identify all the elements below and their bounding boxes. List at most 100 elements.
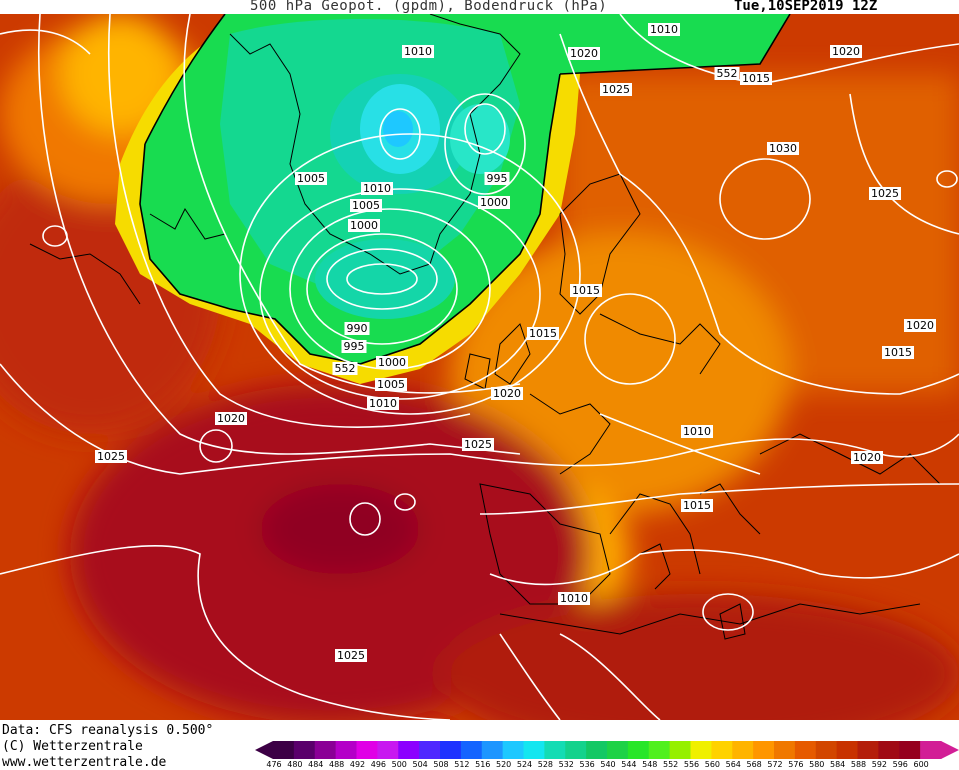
header: 500 hPa Geopot. (gpdm), Bodendruck (hPa)… (0, 0, 959, 16)
weather-map: 1010 1010 1020 1020 552 1015 1025 1030 1005 1010 9… (0, 14, 959, 720)
colorbar-segment (544, 741, 566, 759)
isobar-label: 1005 (375, 378, 407, 391)
field-orange-central (450, 234, 790, 514)
svg-text:1010: 1010 (369, 397, 397, 410)
colorbar-tick-label: 580 (809, 760, 825, 769)
data-source-text: Data: CFS reanalysis 0.500° (2, 723, 214, 738)
colorbar-segment (460, 741, 483, 759)
colorbar-tick-label: 520 (495, 760, 512, 769)
colorbar-segment (794, 741, 817, 759)
colorbar-segment (669, 741, 691, 759)
isobar-label: 1020 (830, 45, 862, 58)
isobar-label: 1000 (478, 196, 510, 209)
colorbar-segment (878, 741, 900, 759)
isobar-label: 995 (484, 172, 510, 185)
svg-text:1015: 1015 (884, 346, 912, 359)
colorbar-tick-label: 500 (391, 760, 407, 769)
colorbar-tick-label: 552 (662, 760, 679, 769)
colorbar-tick-label: 532 (558, 760, 574, 769)
colorbar-tick-label: 592 (871, 760, 888, 769)
svg-text:1005: 1005 (297, 172, 325, 185)
colorbar-tick-label: 516 (475, 760, 491, 769)
isobar-label: 1020 (568, 47, 600, 60)
isobar-label: 1015 (570, 284, 602, 297)
isobar-label: 1030 (767, 142, 799, 155)
isobar-label: 995 (341, 340, 367, 353)
svg-text:1020: 1020 (217, 412, 245, 425)
colorbar-tick-label: 556 (683, 760, 700, 769)
colorbar-tick-label: 588 (850, 760, 867, 769)
colorbar-tick-label: 576 (788, 760, 804, 769)
isobar-label: 1025 (600, 83, 632, 96)
colorbar-tick-label: 568 (746, 760, 762, 769)
colorbar-segment (836, 741, 858, 759)
svg-text:1010: 1010 (683, 425, 711, 438)
svg-text:1010: 1010 (363, 182, 391, 195)
colorbar-arrow-left (255, 741, 273, 759)
colorbar-segment (565, 741, 587, 759)
colorbar-segment (335, 741, 357, 759)
svg-text:1015: 1015 (572, 284, 600, 297)
svg-text:1020: 1020 (832, 45, 860, 58)
isobar-label: 1010 (558, 592, 590, 605)
svg-text:1000: 1000 (350, 219, 378, 232)
isobar-label: 1000 (348, 219, 380, 232)
colorbar-tick-label: 600 (913, 760, 929, 769)
svg-text:1020: 1020 (493, 387, 521, 400)
colorbar-tick-label: 476 (266, 760, 282, 769)
svg-text:1025: 1025 (602, 83, 630, 96)
isobar-label: 1020 (491, 387, 523, 400)
isobar-label: 552 (714, 67, 740, 80)
colorbar-segment (627, 741, 650, 759)
svg-text:552: 552 (335, 362, 356, 375)
colorbar-tick-label: 480 (287, 760, 303, 769)
colorbar-segment (690, 741, 712, 759)
isobar-labels: 1010 1010 1020 1020 552 1015 1025 1030 1005 1010 9… (95, 23, 936, 662)
isobar-label: 990 (344, 322, 370, 335)
svg-text:1000: 1000 (378, 356, 406, 369)
colorbar-tick-label: 492 (349, 760, 366, 769)
colorbar-segment (419, 741, 441, 759)
colorbar-arrow-right (941, 741, 959, 759)
colorbar-segment (774, 741, 796, 759)
colorbar-segment (273, 741, 295, 759)
svg-text:1005: 1005 (377, 378, 405, 391)
colorbar-tick-label: 488 (328, 760, 345, 769)
svg-text:1015: 1015 (742, 72, 770, 85)
colorbar-segment (607, 741, 629, 759)
colorbar-tick-label: 524 (516, 760, 533, 769)
copyright-text: (C) Wetterzentrale (2, 739, 143, 754)
colorbar-tick-label: 528 (537, 760, 554, 769)
colorbar-segment (523, 741, 545, 759)
isobar-label: 1010 (367, 397, 399, 410)
isobar-label: 1025 (335, 649, 367, 662)
colorbar-tick-label: 508 (433, 760, 449, 769)
svg-text:1000: 1000 (480, 196, 508, 209)
colorbar-segment (732, 741, 754, 759)
isobar-label: 1025 (869, 187, 901, 200)
isobar-label: 1005 (295, 172, 327, 185)
svg-text:1020: 1020 (853, 451, 881, 464)
svg-text:1020: 1020 (906, 319, 934, 332)
colorbar-segment (857, 741, 879, 759)
colorbar-segment (356, 741, 378, 759)
isobar-label: 1015 (527, 327, 559, 340)
isobar-label: 1010 (402, 45, 434, 58)
colorbar-segment (753, 741, 775, 759)
field-teal-core (450, 104, 510, 174)
colorbar-tick-label: 496 (370, 760, 387, 769)
svg-text:1005: 1005 (352, 199, 380, 212)
colorbar-segment (815, 741, 838, 759)
svg-text:1010: 1010 (650, 23, 678, 36)
isobar-label: 1020 (904, 319, 936, 332)
svg-text:552: 552 (717, 67, 738, 80)
colorbar-tick-label: 572 (767, 760, 783, 769)
svg-text:1025: 1025 (871, 187, 899, 200)
map-datetime: Tue,10SEP2019 12Z (734, 0, 878, 14)
colorbar-tick-label: 548 (642, 760, 658, 769)
svg-text:1025: 1025 (97, 450, 125, 463)
colorbar-segment (920, 741, 942, 759)
isobar-label: 1020 (215, 412, 247, 425)
colorbar-tick-label: 560 (704, 760, 721, 769)
field-teal-low-b (315, 239, 455, 319)
